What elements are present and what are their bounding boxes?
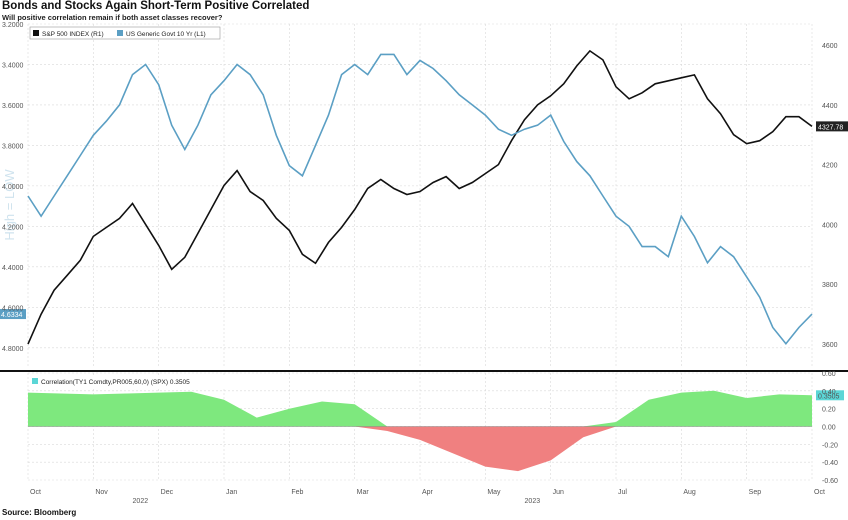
lower-legend: Correlation(TY1 Comdty,PR005,60,0) (SPX)… bbox=[30, 376, 228, 387]
x-tick-label: Oct bbox=[814, 489, 825, 496]
left-axis: 3.2000 3.4000 3.6000 3.8000 4.0000 4.2000 4.40… bbox=[2, 22, 24, 353]
lower-right-axis: 0.60 0.40 0.20 0.00 -0.20 -0.40 -0.60 bbox=[822, 371, 838, 485]
y-left-tick-label: 3.4000 bbox=[2, 62, 24, 69]
x-year-label: 2023 bbox=[525, 498, 541, 505]
x-tick-label: Aug bbox=[683, 489, 696, 496]
chart-title: Bonds and Stocks Again Short-Term Positi… bbox=[2, 0, 310, 12]
y-corr-tick-label: 0.20 bbox=[822, 407, 836, 414]
legend-swatch-correlation bbox=[32, 378, 38, 384]
x-tick-label: Jun bbox=[553, 489, 564, 496]
y-left-tick-label: 3.6000 bbox=[2, 103, 24, 110]
corr-last-label: 0.3505 bbox=[818, 393, 840, 400]
spx-last-label: 4327.78 bbox=[818, 124, 843, 131]
spx-last-tag bbox=[816, 121, 848, 132]
x-year-label: 2022 bbox=[133, 498, 149, 505]
legend-label-yield: US Generic Govt 10 Yr (L1) bbox=[126, 31, 206, 38]
y-left-tick-label: 4.2000 bbox=[2, 224, 24, 231]
y-right-tick-label: 4000 bbox=[822, 222, 838, 229]
y-right-tick-label: 4600 bbox=[822, 43, 838, 50]
x-tick-label: Feb bbox=[291, 489, 303, 496]
y-left-tick-label: 3.8000 bbox=[2, 143, 24, 150]
x-axis: Oct Nov Dec Jan Feb Mar Apr May Jun Jul Aug Sep Oct 2… bbox=[30, 489, 825, 505]
y-corr-tick-label: 0.40 bbox=[822, 389, 836, 396]
chart-subtitle: Will positive correlation remain if both… bbox=[2, 13, 223, 22]
watermark: High = LOW bbox=[2, 169, 17, 241]
correlation-positive-area bbox=[28, 390, 812, 427]
y-right-tick-label: 4400 bbox=[822, 103, 838, 110]
x-tick-label: Nov bbox=[95, 489, 108, 496]
source-note: Source: Bloomberg bbox=[2, 508, 77, 517]
upper-series: 4327.78 4.6334 bbox=[0, 49, 848, 345]
correlation-area: 0.3505 bbox=[28, 390, 844, 472]
y-left-tick-label: 4.0000 bbox=[2, 184, 24, 191]
x-tick-label: Apr bbox=[422, 489, 434, 496]
x-tick-label: May bbox=[487, 489, 501, 496]
legend-swatch-yield bbox=[117, 30, 123, 36]
yield-last-tag bbox=[0, 309, 26, 320]
x-tick-label: Jul bbox=[618, 489, 627, 496]
x-tick-label: Mar bbox=[357, 489, 370, 496]
yield-last-label: 4.6334 bbox=[1, 312, 23, 319]
y-corr-tick-label: -0.20 bbox=[822, 442, 838, 449]
correlation-negative-area bbox=[28, 426, 812, 472]
x-tick-label: Sep bbox=[749, 489, 762, 496]
legend-label-spx: S&P 500 INDEX (R1) bbox=[42, 31, 104, 38]
x-tick-label: Dec bbox=[161, 489, 174, 496]
y-corr-tick-label: 0.60 bbox=[822, 371, 836, 378]
y-right-tick-label: 3600 bbox=[822, 342, 838, 349]
y-corr-tick-label: 0.00 bbox=[822, 425, 836, 432]
y-left-tick-label: 4.6000 bbox=[2, 305, 24, 312]
y-right-tick-label: 3800 bbox=[822, 282, 838, 289]
y-left-tick-label: 4.4000 bbox=[2, 265, 24, 272]
y-left-tick-label: 3.2000 bbox=[2, 22, 24, 29]
y-corr-tick-label: -0.60 bbox=[822, 478, 838, 485]
y-left-tick-label: 4.8000 bbox=[2, 346, 24, 353]
y-right-tick-label: 4200 bbox=[822, 163, 838, 170]
legend-swatch-spx bbox=[33, 30, 39, 36]
upper-legend: S&P 500 INDEX (R1) US Generic Govt 10 Yr… bbox=[29, 26, 221, 40]
corr-last-tag bbox=[816, 390, 844, 401]
yield-line bbox=[27, 53, 813, 345]
legend-label-correlation: Correlation(TY1 Comdty,PR005,60,0) (SPX)… bbox=[41, 379, 190, 386]
right-axis: 4600 4400 4200 4000 3800 3600 bbox=[822, 43, 838, 349]
x-tick-label: Jan bbox=[226, 489, 237, 496]
y-corr-tick-label: -0.40 bbox=[822, 460, 838, 467]
x-tick-label: Oct bbox=[30, 489, 41, 496]
spx-line bbox=[27, 49, 813, 345]
